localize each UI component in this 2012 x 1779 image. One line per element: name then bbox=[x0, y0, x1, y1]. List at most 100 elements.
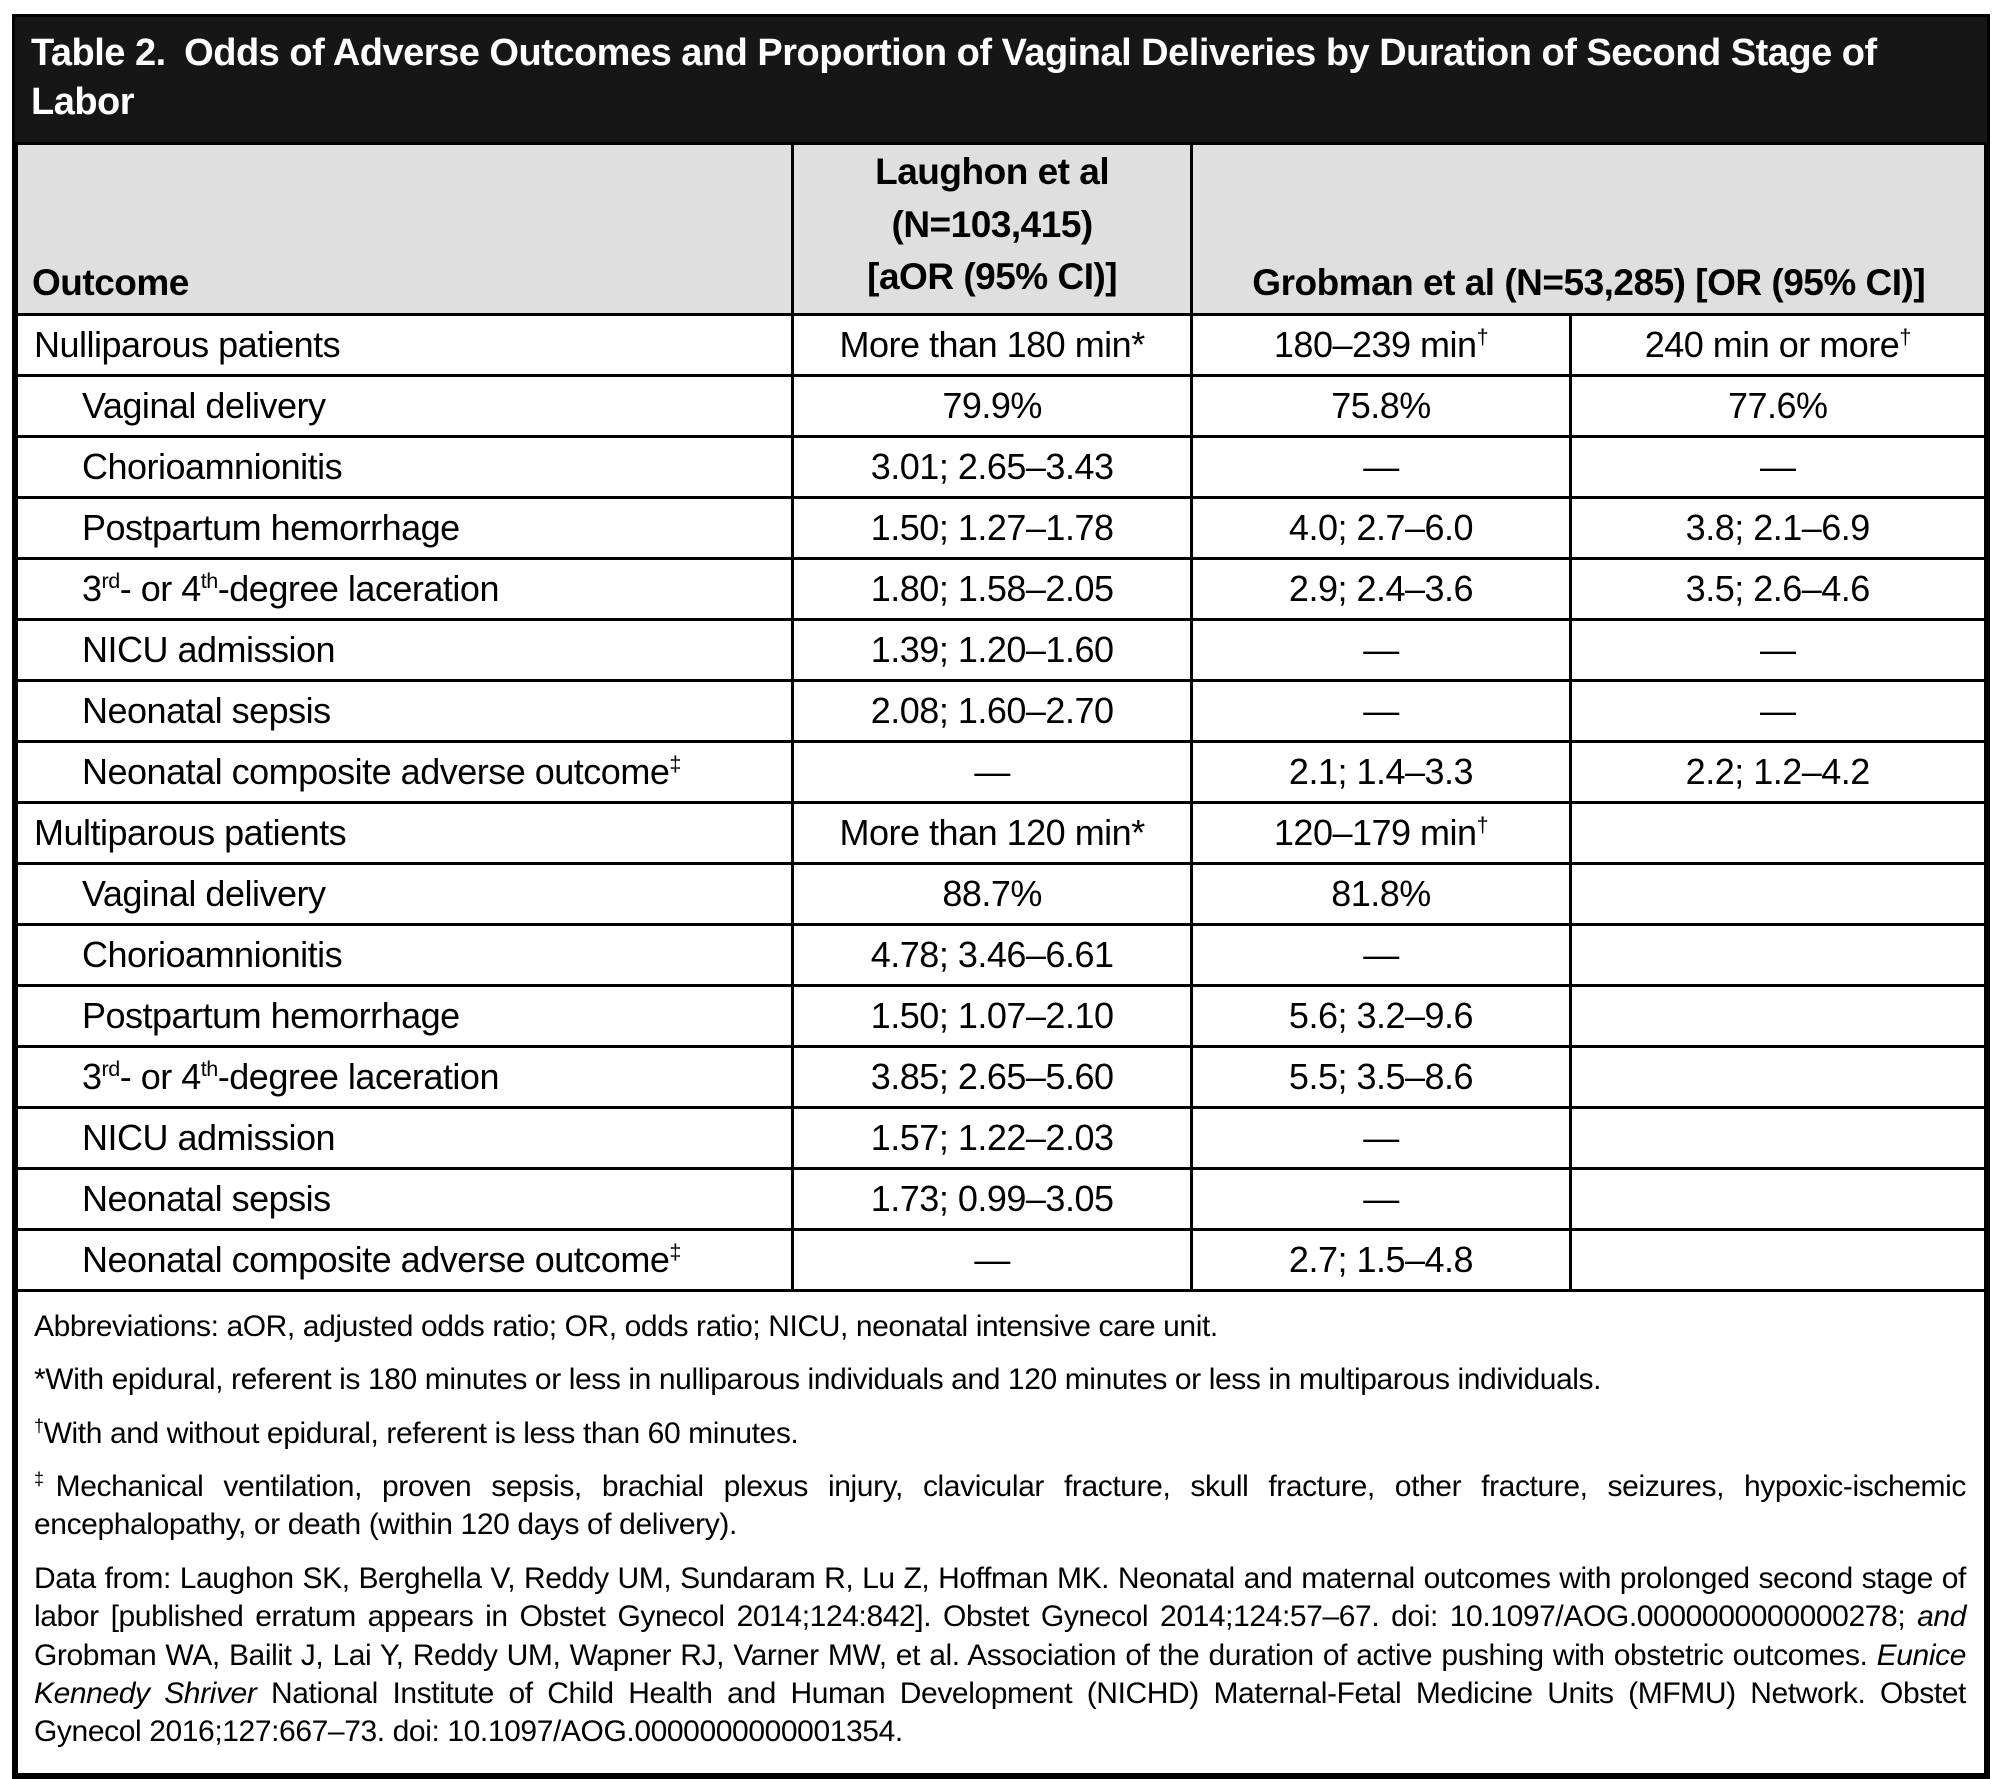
text-segment: 1.50; 1.27–1.78 bbox=[870, 506, 1114, 548]
column-header-row: Outcome Laughon et al (N=103,415) [aOR (… bbox=[15, 142, 1987, 316]
text-segment: *With epidural, referent is 180 minutes … bbox=[34, 1363, 1602, 1397]
value-cell: 81.8% bbox=[1190, 861, 1572, 926]
text-segment: 5.5; 3.5–8.6 bbox=[1288, 1055, 1474, 1097]
text-segment: 4.78; 3.46–6.61 bbox=[870, 933, 1114, 975]
text-segment: With and without epidural, referent is l… bbox=[43, 1416, 799, 1450]
text-segment: — bbox=[974, 1238, 1010, 1280]
value-cell: 1.73; 0.99–3.05 bbox=[790, 1166, 1194, 1231]
text-segment: Neonatal sepsis bbox=[82, 689, 331, 731]
value-cell: 2.08; 1.60–2.70 bbox=[790, 678, 1194, 743]
text-segment: — bbox=[1363, 1177, 1399, 1219]
text-segment: 1.80; 1.58–2.05 bbox=[870, 567, 1114, 609]
outcome-label-cell: Neonatal sepsis bbox=[15, 678, 794, 743]
text-segment: 3 bbox=[82, 567, 102, 609]
value-cell: 3.8; 2.1–6.9 bbox=[1568, 495, 1988, 560]
text-segment: NICU admission bbox=[82, 1116, 336, 1158]
text-segment: 75.8% bbox=[1331, 384, 1431, 426]
value-cell: — bbox=[1190, 617, 1572, 682]
text-segment: 180–239 min bbox=[1273, 323, 1477, 365]
superscript-marker: ‡ bbox=[669, 750, 681, 776]
text-segment: Chorioamnionitis bbox=[82, 933, 343, 975]
text-segment: — bbox=[1760, 689, 1796, 731]
value-cell: 75.8% bbox=[1190, 373, 1572, 438]
text-segment: Nulliparous patients bbox=[34, 323, 341, 365]
text-segment: Grobman WA, Bailit J, Lai Y, Reddy UM, W… bbox=[34, 1638, 1877, 1672]
column-header-grobman: Grobman et al (N=53,285) [OR (95% CI)] bbox=[1190, 142, 1987, 316]
value-cell: 2.1; 1.4–3.3 bbox=[1190, 739, 1572, 804]
text-segment: 79.9% bbox=[942, 384, 1042, 426]
value-cell: 1.80; 1.58–2.05 bbox=[790, 556, 1194, 621]
value-cell bbox=[1568, 861, 1988, 926]
text-segment: Data from: Laughon SK, Berghella V, Redd… bbox=[34, 1561, 1966, 1634]
superscript-marker: † bbox=[34, 1415, 44, 1436]
value-cell: 3.85; 2.65–5.60 bbox=[790, 1044, 1194, 1109]
outcome-label-cell: Multiparous patients bbox=[15, 800, 794, 865]
text-segment: 88.7% bbox=[942, 872, 1042, 914]
text-segment: 3.5; 2.6–4.6 bbox=[1685, 567, 1871, 609]
text-segment: and bbox=[1917, 1600, 1966, 1634]
text-segment: Vaginal delivery bbox=[82, 872, 326, 914]
value-cell: — bbox=[790, 739, 1194, 804]
text-segment: Abbreviations: aOR, adjusted odds ratio;… bbox=[34, 1309, 1218, 1343]
value-cell: — bbox=[1568, 617, 1988, 682]
value-cell bbox=[1568, 983, 1988, 1048]
text-segment: 2.9; 2.4–3.6 bbox=[1288, 567, 1474, 609]
table-row: NICU admission 1.57; 1.22–2.03 — bbox=[15, 1105, 1988, 1170]
outcome-label-cell: Neonatal composite adverse outcome‡ bbox=[15, 1227, 794, 1292]
text-segment: 3 bbox=[82, 1055, 102, 1097]
table-row: Vaginal delivery 88.7% 81.8% bbox=[15, 861, 1988, 926]
value-cell: 4.78; 3.46–6.61 bbox=[790, 922, 1194, 987]
footnotes-cell: Abbreviations: aOR, adjusted odds ratio;… bbox=[15, 1288, 1987, 1776]
value-cell: — bbox=[1190, 1105, 1572, 1170]
text-segment: More than 120 min* bbox=[839, 811, 1146, 853]
value-cell: — bbox=[1568, 434, 1988, 499]
footnotes-row: Abbreviations: aOR, adjusted odds ratio;… bbox=[15, 1288, 1987, 1776]
text-segment: Multiparous patients bbox=[34, 811, 347, 853]
text-segment: 1.50; 1.07–2.10 bbox=[870, 994, 1114, 1036]
text-segment: 5.6; 3.2–9.6 bbox=[1288, 994, 1474, 1036]
superscript-marker: th bbox=[200, 1055, 219, 1081]
text-segment: - or 4 bbox=[119, 567, 202, 609]
table-row: Postpartum hemorrhage 1.50; 1.27–1.78 4.0;… bbox=[15, 495, 1988, 560]
table-row: Postpartum hemorrhage 1.50; 1.07–2.10 5.6;… bbox=[15, 983, 1988, 1048]
table-row: Neonatal sepsis 2.08; 1.60–2.70 — — bbox=[15, 678, 1988, 743]
table-row: Chorioamnionitis 3.01; 2.65–3.43 — — bbox=[15, 434, 1988, 499]
text-segment: 240 min or more bbox=[1644, 323, 1900, 365]
table-row: Neonatal sepsis 1.73; 0.99–3.05 — bbox=[15, 1166, 1988, 1231]
value-cell bbox=[1568, 922, 1988, 987]
table-footer: Abbreviations: aOR, adjusted odds ratio;… bbox=[15, 1288, 1987, 1776]
text-segment: 2.08; 1.60–2.70 bbox=[870, 689, 1114, 731]
table-row: Vaginal delivery 79.9% 75.8% 77.6% bbox=[15, 373, 1988, 438]
value-cell: 2.7; 1.5–4.8 bbox=[1190, 1227, 1572, 1292]
text-segment: — bbox=[1363, 933, 1399, 975]
outcome-label-cell: Postpartum hemorrhage bbox=[15, 495, 794, 560]
table-row: Neonatal composite adverse outcome‡ — 2.7;… bbox=[15, 1227, 1988, 1292]
outcomes-table: Outcome Laughon et al (N=103,415) [aOR (… bbox=[15, 142, 1988, 1776]
value-cell: 180–239 min† bbox=[1190, 312, 1572, 377]
value-cell: — bbox=[1190, 922, 1572, 987]
text-segment: — bbox=[1760, 445, 1796, 487]
outcome-label-cell: NICU admission bbox=[15, 1105, 794, 1170]
text-segment: — bbox=[1760, 628, 1796, 670]
value-cell: More than 120 min* bbox=[790, 800, 1194, 865]
value-cell bbox=[1568, 1166, 1988, 1231]
table-row: Chorioamnionitis 4.78; 3.46–6.61 — bbox=[15, 922, 1988, 987]
section-row: Multiparous patients More than 120 min* 12… bbox=[15, 800, 1988, 865]
value-cell bbox=[1568, 800, 1988, 865]
value-cell: 88.7% bbox=[790, 861, 1194, 926]
value-cell: 77.6% bbox=[1568, 373, 1988, 438]
text-segment: -degree laceration bbox=[217, 567, 500, 609]
text-segment: 3.01; 2.65–3.43 bbox=[870, 445, 1114, 487]
text-segment: — bbox=[1363, 445, 1399, 487]
table-header: Outcome Laughon et al (N=103,415) [aOR (… bbox=[15, 142, 1987, 316]
value-cell bbox=[1568, 1105, 1988, 1170]
value-cell: 4.0; 2.7–6.0 bbox=[1190, 495, 1572, 560]
outcome-label-cell: Neonatal sepsis bbox=[15, 1166, 794, 1231]
table2-container: Table 2. Odds of Adverse Outcomes and Pr… bbox=[12, 14, 1990, 1779]
superscript-marker: † bbox=[1476, 323, 1489, 349]
text-segment: 2.2; 1.2–4.2 bbox=[1685, 750, 1871, 792]
outcome-label-cell: Chorioamnionitis bbox=[15, 922, 794, 987]
abbreviations-note: Abbreviations: aOR, adjusted odds ratio;… bbox=[34, 1308, 1966, 1346]
laughon-header-line3: [aOR (95% CI)] bbox=[867, 256, 1118, 298]
